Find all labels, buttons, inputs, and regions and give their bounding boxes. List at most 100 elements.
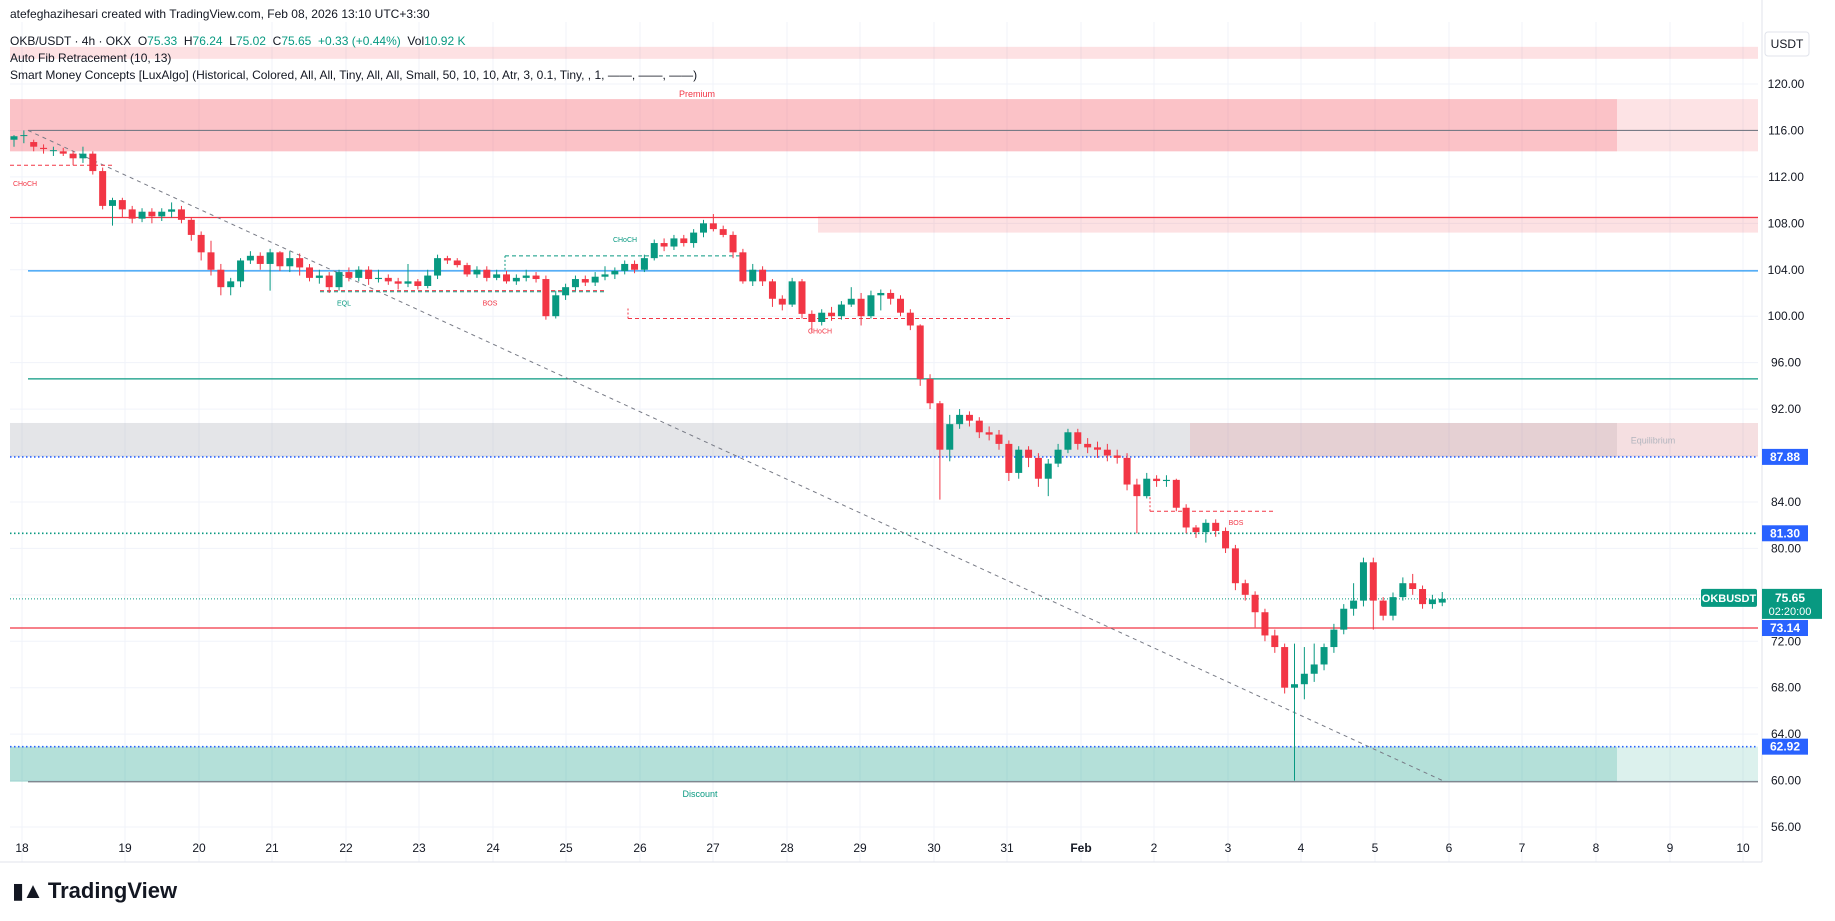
currency-label: USDT	[1771, 37, 1804, 51]
price-tick-label: 92.00	[1771, 402, 1801, 416]
price-tick-label: 56.00	[1771, 820, 1801, 834]
candle-body	[650, 243, 658, 259]
candle-body	[887, 292, 895, 299]
candle-body	[542, 279, 550, 317]
candle-body	[995, 434, 1003, 444]
order-block-upper	[818, 216, 1758, 233]
time-tick-label: 23	[412, 841, 426, 855]
candle-body	[306, 267, 313, 278]
candle-body	[384, 277, 392, 282]
candle-body	[1015, 449, 1023, 473]
candle-body	[847, 298, 855, 305]
price-label-62.92: 62.92	[1770, 740, 1800, 754]
candle-body	[975, 420, 983, 433]
structure-annotation: CHoCH	[613, 237, 637, 244]
candle-body	[956, 414, 964, 425]
legend-l-label: L	[229, 34, 236, 48]
candle-body	[719, 229, 727, 235]
structure-annotation: BOS	[483, 301, 498, 308]
time-tick-label: 29	[853, 841, 867, 855]
candle-body	[1202, 522, 1210, 533]
candle-body	[1369, 562, 1377, 601]
candle-body	[1034, 457, 1042, 479]
candle-body	[1428, 599, 1436, 605]
premium-zone-extension	[1617, 99, 1758, 152]
candle-body	[424, 275, 432, 287]
candle-body	[394, 281, 402, 284]
price-tick-label: 120.00	[1768, 77, 1805, 91]
price-label-81.30: 81.30	[1770, 526, 1800, 540]
candle-body	[1300, 673, 1308, 685]
candle-body	[926, 378, 934, 404]
time-tick-label: 8	[1593, 841, 1600, 855]
candle-body	[207, 252, 215, 270]
candle-body	[246, 255, 254, 261]
price-tick-label: 96.00	[1771, 356, 1801, 370]
candle-body	[946, 424, 954, 450]
candle-body	[877, 292, 885, 296]
indicator-smc[interactable]: Smart Money Concepts [LuxAlgo] (Historic…	[10, 68, 698, 82]
candle-body	[197, 234, 205, 253]
time-tick-label: 2	[1151, 841, 1158, 855]
candle-body	[788, 281, 796, 305]
tradingview-brand[interactable]: ▮▲ TradingView	[12, 878, 177, 904]
price-tick-label: 72.00	[1771, 634, 1801, 648]
time-tick-label: 20	[192, 841, 206, 855]
candle-body	[148, 211, 156, 217]
candle-body	[1143, 478, 1151, 497]
legend-volume: 10.92 K	[424, 34, 466, 48]
candle-body	[1054, 449, 1062, 464]
premium-label: Premium	[679, 89, 715, 99]
price-label-87.88: 87.88	[1770, 450, 1800, 464]
candle-body	[503, 274, 510, 282]
indicator-fib[interactable]: Auto Fib Retracement (10, 13)	[10, 51, 172, 65]
candle-body	[631, 263, 639, 270]
time-tick-label: 24	[486, 841, 500, 855]
candle-body	[1340, 608, 1348, 630]
candle-body	[1281, 647, 1289, 688]
candle-body	[1044, 463, 1052, 479]
price-tick-label: 112.00	[1768, 170, 1804, 184]
candle-body	[709, 223, 717, 230]
candle-body	[335, 272, 343, 288]
candle-body	[79, 153, 87, 159]
discount-zone-extension	[1617, 746, 1758, 782]
candle-body	[768, 281, 776, 299]
candle-body	[640, 258, 648, 270]
candle-body	[296, 258, 304, 268]
time-tick-label: Feb	[1070, 841, 1091, 855]
candle-body	[837, 304, 845, 317]
time-tick-label: 6	[1446, 841, 1453, 855]
candle-body	[1271, 635, 1279, 648]
candle-body	[1409, 583, 1417, 590]
time-tick-label: 27	[706, 841, 720, 855]
candle-body	[1192, 527, 1200, 533]
candle-body	[404, 281, 412, 284]
candle-body	[227, 281, 235, 288]
legend-high: 76.24	[192, 34, 223, 48]
candle-body	[1123, 457, 1131, 485]
price-tick-label: 108.00	[1768, 216, 1805, 230]
candle-body	[562, 287, 570, 296]
candle-body	[690, 232, 698, 244]
legend-vol-label: Vol	[407, 34, 425, 48]
time-tick-label: 30	[927, 841, 941, 855]
current-price-box	[1762, 588, 1822, 619]
legend-c-label: C	[272, 34, 282, 48]
candle-body	[591, 276, 599, 283]
candle-body	[522, 275, 530, 278]
candle-body	[660, 243, 668, 247]
candle-body	[1074, 432, 1082, 444]
countdown-label: 02:20:00	[1769, 606, 1812, 618]
candle-body	[118, 200, 126, 210]
candle-body	[601, 274, 609, 277]
candle-body	[286, 258, 294, 267]
candle-body	[1350, 600, 1358, 609]
candle-body	[276, 252, 284, 267]
candle-body	[532, 275, 540, 280]
legend-symbol[interactable]: OKB/USDT · 4h · OKX	[10, 34, 132, 48]
candle-body	[453, 260, 461, 266]
candle-body	[138, 211, 146, 219]
candle-body	[1399, 583, 1407, 598]
